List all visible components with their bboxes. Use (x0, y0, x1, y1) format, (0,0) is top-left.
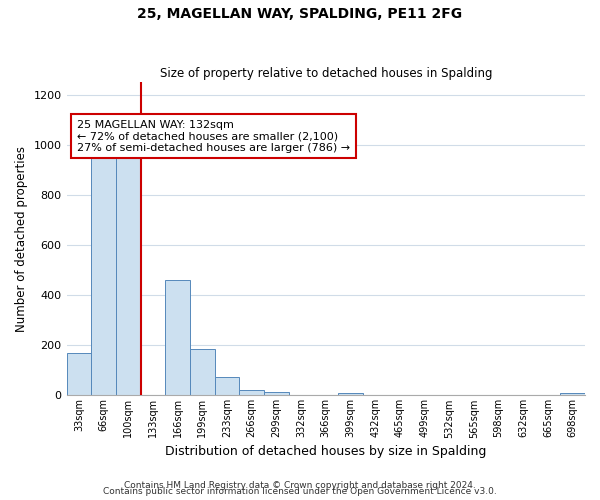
Bar (116, 144, 140, 396)
Title: Size of property relative to detached houses in Spalding: Size of property relative to detached ho… (160, 66, 492, 80)
Bar (190, 349, 215, 396)
Bar (215, 376, 239, 396)
Bar (91, 152, 116, 396)
Text: Contains HM Land Registry data © Crown copyright and database right 2024.: Contains HM Land Registry data © Crown c… (124, 481, 476, 490)
Text: Contains public sector information licensed under the Open Government Licence v3: Contains public sector information licen… (103, 487, 497, 496)
Y-axis label: Number of detached properties: Number of detached properties (15, 146, 28, 332)
Bar (264, 392, 289, 396)
Text: 25 MAGELLAN WAY: 132sqm
← 72% of detached houses are smaller (2,100)
27% of semi: 25 MAGELLAN WAY: 132sqm ← 72% of detache… (77, 120, 350, 153)
Text: 25, MAGELLAN WAY, SPALDING, PE11 2FG: 25, MAGELLAN WAY, SPALDING, PE11 2FG (137, 8, 463, 22)
X-axis label: Distribution of detached houses by size in Spalding: Distribution of detached houses by size … (165, 444, 487, 458)
Bar (165, 280, 190, 396)
Bar (338, 393, 363, 396)
Bar (67, 353, 91, 396)
Bar (239, 390, 264, 396)
Bar (560, 393, 585, 396)
